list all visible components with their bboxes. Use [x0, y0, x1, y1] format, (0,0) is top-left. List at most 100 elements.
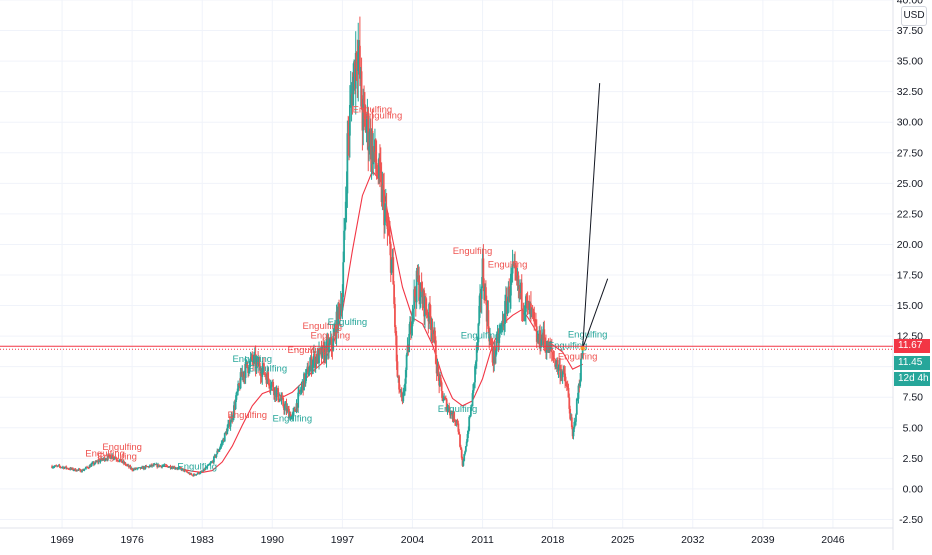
candle-body: [87, 467, 89, 469]
candles: [51, 16, 584, 477]
candle-body: [298, 390, 301, 392]
pattern-label: Engulfing: [232, 354, 272, 365]
candle-body: [441, 391, 444, 401]
candle-body: [80, 471, 83, 473]
candle-body: [398, 376, 401, 390]
currency-label[interactable]: USD: [901, 6, 927, 26]
y-tick-label: 32.50: [897, 86, 923, 98]
moving-average-line: [162, 170, 583, 473]
candle-body: [248, 371, 250, 373]
candle-body: [460, 449, 463, 458]
candle-body: [299, 390, 302, 392]
candle-body: [521, 309, 524, 311]
x-tick-label: 2039: [751, 534, 775, 546]
x-tick-label: 1976: [120, 534, 144, 546]
candle-body: [568, 397, 571, 409]
candle-body: [328, 343, 330, 353]
candle-body: [236, 391, 239, 393]
candle-body: [305, 369, 308, 375]
candle-body: [275, 390, 278, 397]
candle-body: [473, 382, 476, 385]
pattern-label: Engulfing: [177, 461, 217, 472]
candle-body: [198, 473, 201, 475]
candle-body: [476, 342, 479, 346]
pattern-label: Engulfing: [311, 331, 351, 342]
candle-body: [193, 473, 196, 475]
candle-body: [389, 243, 392, 273]
candle-body: [491, 346, 494, 363]
candle-body: [283, 405, 286, 410]
x-tick-label: 1983: [191, 534, 215, 546]
candle-body: [55, 465, 58, 467]
candle-body: [469, 415, 471, 418]
x-axis: 1969 1976 1983 1990 1997 2004 2011 2018 2025 2032…: [50, 534, 844, 546]
candle-body: [466, 434, 469, 442]
candle-body: [297, 392, 300, 408]
countdown-badge: 12d 4h: [894, 371, 930, 386]
candle-body: [332, 336, 335, 351]
candle-body: [194, 474, 197, 476]
candle-body: [464, 446, 467, 452]
y-tick-label: 2.50: [903, 453, 924, 465]
candle-body: [464, 451, 466, 455]
candle-body: [202, 470, 204, 472]
candle-body: [472, 384, 475, 394]
candle-body: [550, 347, 553, 353]
pattern-label: Engulfing: [488, 260, 528, 271]
candle-body: [364, 104, 366, 114]
candle-body: [580, 358, 582, 381]
candle-body: [539, 330, 542, 348]
candle-body: [540, 346, 542, 348]
candle-body: [65, 466, 68, 469]
x-tick-label: 2046: [821, 534, 845, 546]
candle-body: [580, 357, 583, 359]
candle-body: [239, 372, 242, 389]
candle-body: [121, 462, 124, 464]
candle-body: [405, 354, 408, 370]
candle-body: [281, 396, 284, 398]
candle-body: [367, 112, 370, 151]
y-tick-label: 15.00: [897, 300, 923, 312]
candle-body: [118, 459, 121, 462]
candle-body: [565, 381, 567, 386]
candle-body: [345, 193, 348, 202]
candle-body: [87, 467, 90, 469]
candle-body: [108, 455, 111, 457]
candle-body: [544, 341, 547, 345]
candle-body: [199, 471, 202, 474]
candle-body: [574, 421, 577, 423]
candle-body: [191, 474, 194, 476]
candle-body: [300, 386, 303, 391]
candle-body: [480, 286, 483, 299]
candle-body: [500, 322, 503, 327]
candle-body: [117, 460, 119, 462]
candle-body: [220, 443, 223, 446]
candle-body: [454, 421, 456, 422]
candle-body: [359, 45, 361, 79]
candle-body: [437, 366, 440, 375]
candle-body: [404, 369, 407, 384]
candle-body: [286, 407, 289, 412]
candle-body: [164, 464, 167, 466]
candle-body: [52, 466, 55, 468]
trendline: [582, 83, 601, 349]
pattern-label: Engulfing: [247, 364, 287, 375]
candle-body: [355, 52, 358, 69]
candle-body: [311, 365, 314, 372]
candle-body: [122, 461, 125, 464]
candle-body: [293, 408, 296, 412]
candle-body: [112, 455, 114, 459]
candle-body: [395, 335, 398, 362]
candle-body: [448, 406, 451, 413]
candle-body: [58, 465, 61, 467]
candle-body: [506, 300, 509, 314]
candle-body: [135, 467, 138, 470]
candle-body: [196, 473, 199, 475]
candle-body: [75, 470, 78, 472]
candle-body: [443, 397, 446, 401]
candle-body: [573, 422, 576, 429]
candle-body: [258, 362, 261, 371]
pattern-label: Engulfing: [438, 404, 478, 415]
